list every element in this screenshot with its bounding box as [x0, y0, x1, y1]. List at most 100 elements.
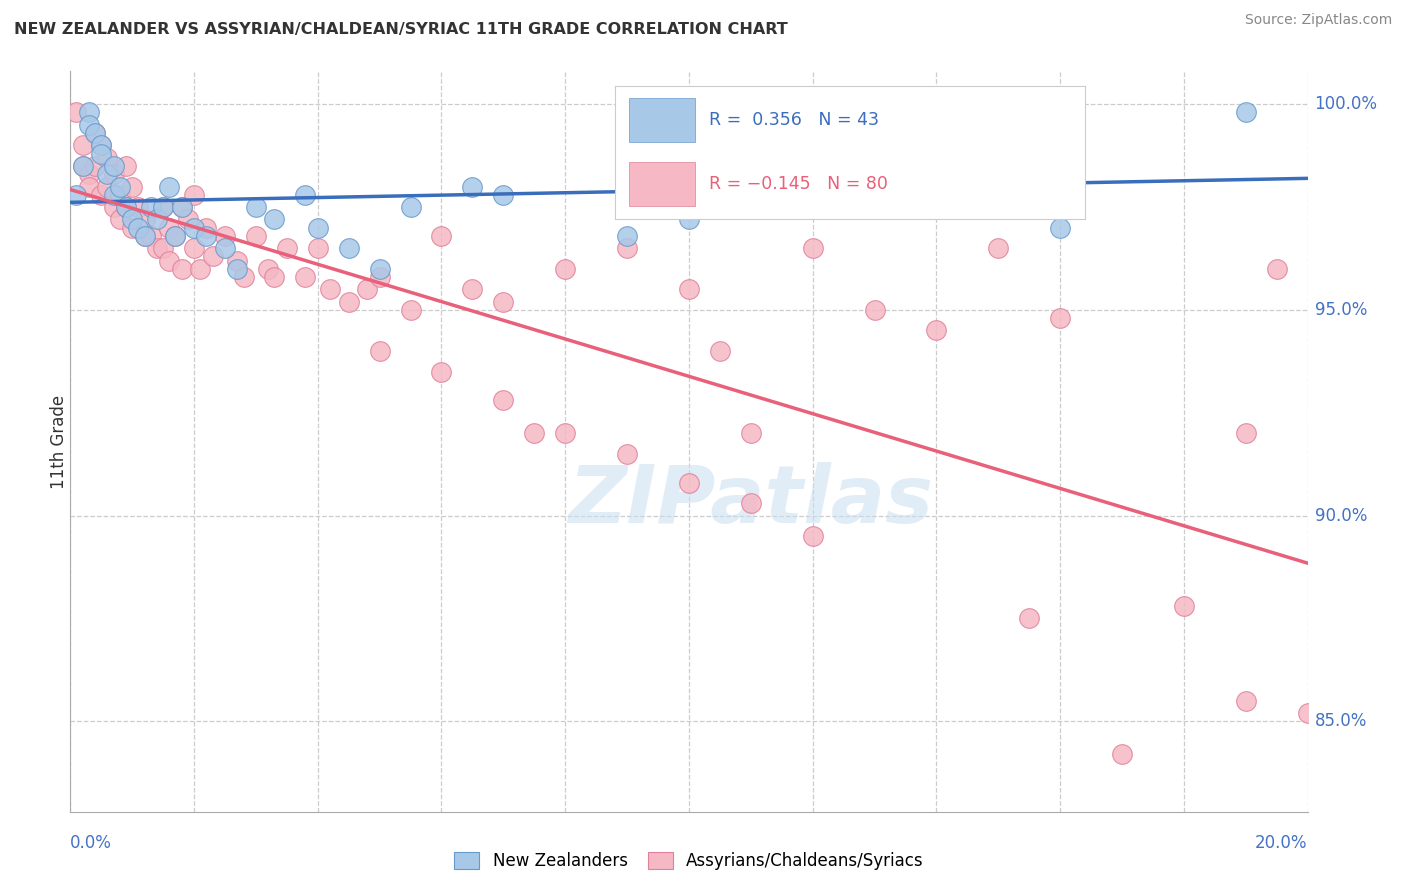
- Point: [925, 159, 948, 173]
- Point: [368, 261, 391, 276]
- Point: [337, 241, 360, 255]
- Point: [77, 118, 100, 132]
- Point: [195, 228, 218, 243]
- Point: [103, 187, 125, 202]
- Point: [72, 138, 94, 153]
- Point: [157, 253, 180, 268]
- Point: [108, 179, 131, 194]
- Point: [368, 344, 391, 359]
- Point: [183, 220, 205, 235]
- Point: [863, 302, 886, 317]
- Point: [152, 200, 174, 214]
- Text: 0.0%: 0.0%: [70, 834, 112, 852]
- Point: [157, 179, 180, 194]
- Point: [678, 282, 700, 296]
- Point: [319, 282, 342, 296]
- Point: [77, 167, 100, 181]
- Point: [801, 241, 824, 255]
- Point: [96, 167, 118, 181]
- Point: [492, 187, 515, 202]
- Point: [709, 344, 731, 359]
- Point: [492, 294, 515, 309]
- Point: [226, 253, 249, 268]
- Point: [925, 323, 948, 337]
- Point: [84, 126, 107, 140]
- Point: [84, 126, 107, 140]
- Point: [103, 200, 125, 214]
- Point: [740, 426, 762, 441]
- Point: [177, 212, 200, 227]
- Text: 100.0%: 100.0%: [1315, 95, 1378, 113]
- Point: [77, 179, 100, 194]
- Point: [152, 241, 174, 255]
- Point: [65, 105, 87, 120]
- Point: [121, 220, 143, 235]
- Point: [157, 220, 180, 235]
- Point: [263, 270, 285, 285]
- Point: [72, 159, 94, 173]
- Point: [554, 426, 576, 441]
- Point: [616, 228, 638, 243]
- Point: [368, 270, 391, 285]
- Point: [103, 167, 125, 181]
- Point: [245, 200, 267, 214]
- Point: [90, 138, 112, 153]
- Point: [65, 187, 87, 202]
- Point: [399, 302, 422, 317]
- Point: [461, 282, 484, 296]
- Point: [987, 105, 1010, 120]
- Point: [245, 228, 267, 243]
- Point: [121, 179, 143, 194]
- Point: [430, 365, 453, 379]
- Point: [294, 187, 316, 202]
- Point: [430, 228, 453, 243]
- Point: [103, 159, 125, 173]
- Point: [127, 220, 149, 235]
- Point: [170, 200, 193, 214]
- Point: [188, 261, 211, 276]
- Point: [678, 212, 700, 227]
- Point: [1234, 426, 1257, 441]
- Text: 20.0%: 20.0%: [1256, 834, 1308, 852]
- Point: [214, 241, 236, 255]
- Point: [1049, 311, 1071, 326]
- Text: 95.0%: 95.0%: [1315, 301, 1367, 319]
- Point: [987, 241, 1010, 255]
- Point: [165, 228, 187, 243]
- Point: [72, 159, 94, 173]
- Legend: New Zealanders, Assyrians/Chaldeans/Syriacs: New Zealanders, Assyrians/Chaldeans/Syri…: [454, 852, 924, 870]
- Text: 85.0%: 85.0%: [1315, 712, 1367, 731]
- Point: [115, 159, 138, 173]
- Text: ZIPatlas: ZIPatlas: [568, 462, 934, 540]
- Text: NEW ZEALANDER VS ASSYRIAN/CHALDEAN/SYRIAC 11TH GRADE CORRELATION CHART: NEW ZEALANDER VS ASSYRIAN/CHALDEAN/SYRIA…: [14, 22, 787, 37]
- Point: [146, 212, 169, 227]
- Point: [152, 200, 174, 214]
- Point: [96, 179, 118, 194]
- Point: [399, 200, 422, 214]
- Point: [294, 270, 316, 285]
- Point: [1296, 706, 1319, 720]
- Point: [90, 138, 112, 153]
- Point: [616, 241, 638, 255]
- Point: [356, 282, 378, 296]
- Point: [1018, 611, 1040, 625]
- Text: Source: ZipAtlas.com: Source: ZipAtlas.com: [1244, 13, 1392, 28]
- Point: [134, 228, 156, 243]
- Point: [263, 212, 285, 227]
- Y-axis label: 11th Grade: 11th Grade: [51, 394, 67, 489]
- Point: [1234, 693, 1257, 707]
- Point: [84, 159, 107, 173]
- Point: [1173, 599, 1195, 613]
- Point: [90, 187, 112, 202]
- Point: [523, 426, 546, 441]
- Point: [740, 496, 762, 510]
- Point: [108, 212, 131, 227]
- Point: [1265, 261, 1288, 276]
- Point: [134, 212, 156, 227]
- Point: [461, 179, 484, 194]
- Point: [337, 294, 360, 309]
- Point: [492, 393, 515, 408]
- Text: 90.0%: 90.0%: [1315, 507, 1367, 524]
- Point: [232, 270, 254, 285]
- Point: [183, 241, 205, 255]
